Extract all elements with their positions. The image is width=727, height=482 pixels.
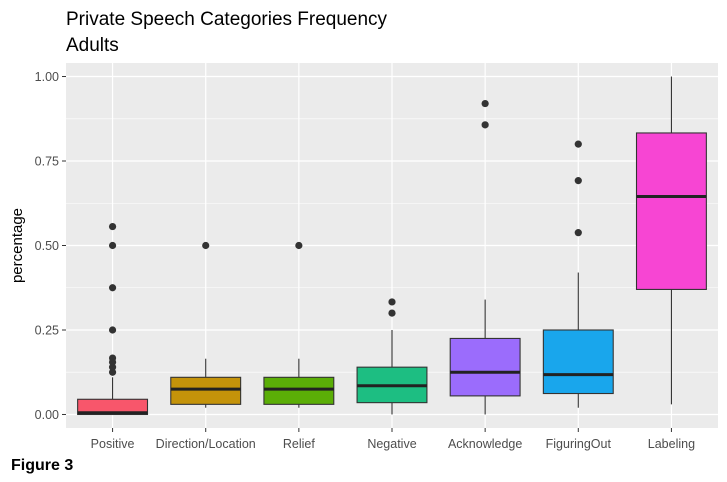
x-tick-label: Labeling [648, 437, 695, 451]
box-direction-location [170, 241, 242, 408]
box-iqr [263, 376, 335, 405]
x-tick-label: Positive [91, 437, 135, 451]
x-tick-label: Negative [367, 437, 416, 451]
outlier-point [574, 140, 582, 148]
outlier-point [108, 284, 117, 292]
box-positive [77, 222, 149, 416]
outlier-point [202, 241, 210, 250]
outlier-point [108, 326, 117, 334]
outlier-point [388, 309, 396, 317]
figure-label: Figure 3 [11, 457, 74, 474]
x-tick-label: Relief [283, 437, 315, 451]
y-axis: 0.00 0.25 0.50 0.75 1.00 [35, 70, 66, 422]
chart-subtitle: Adults [66, 35, 119, 56]
outlier-point [108, 241, 117, 250]
x-tick-label: Acknowledge [448, 437, 522, 451]
outlier-point [388, 298, 396, 306]
box-negative [356, 298, 428, 415]
box-relief [263, 241, 335, 408]
outlier-point [481, 99, 489, 108]
box-iqr [449, 337, 521, 397]
outlier-point [481, 121, 489, 129]
outlier-point [108, 354, 117, 362]
y-tick-label: 0.50 [35, 239, 59, 253]
outlier-point [295, 241, 303, 250]
outlier-point [108, 368, 117, 376]
x-tick-label: FiguringOut [546, 437, 612, 451]
box-figuringout [542, 140, 614, 408]
box-iqr [635, 132, 707, 290]
y-tick-label: 1.00 [35, 70, 59, 84]
box-iqr [542, 329, 614, 395]
box-iqr [170, 376, 242, 405]
y-tick-label: 0.00 [35, 408, 59, 422]
outlier-point [574, 229, 582, 237]
y-tick-label: 0.75 [35, 155, 59, 169]
y-axis-title: percentage [9, 208, 26, 283]
y-tick-label: 0.25 [35, 323, 59, 337]
outlier-point [108, 363, 117, 371]
x-axis: Positive Direction/Location Relief Negative… [91, 428, 695, 451]
outlier-point [108, 222, 117, 231]
box-labeling [635, 76, 707, 405]
outlier-point [574, 177, 582, 185]
box-iqr [77, 398, 149, 416]
boxes [77, 76, 707, 416]
x-tick-label: Direction/Location [156, 437, 256, 451]
chart-title: Private Speech Categories Frequency [66, 9, 388, 30]
box-acknowledge [449, 99, 521, 415]
